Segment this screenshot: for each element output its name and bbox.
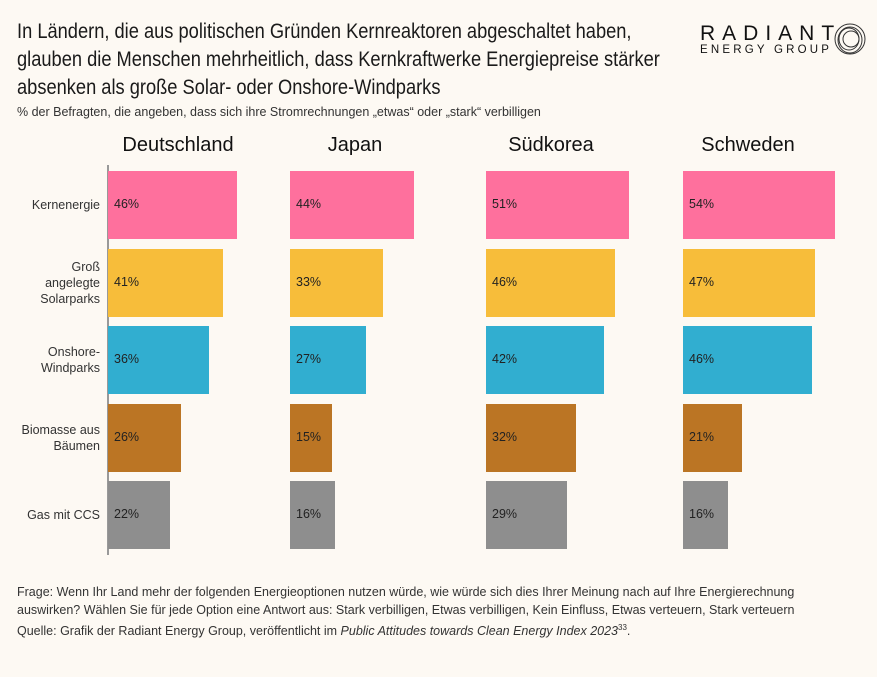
bar — [290, 171, 414, 239]
data-label: 46% — [114, 197, 140, 211]
category-label: Biomasse aus Bäumen — [21, 423, 100, 453]
data-label: 27% — [296, 352, 322, 366]
bar — [683, 326, 813, 394]
data-label: 42% — [492, 352, 518, 366]
bar — [290, 249, 383, 317]
category-label: Kernenergie — [31, 198, 100, 212]
chart-header: In Ländern, die aus politischen Gründen … — [17, 18, 697, 119]
data-label: 29% — [492, 507, 518, 521]
panel-title-deutschland: Deutschland — [122, 134, 234, 156]
data-label: 15% — [296, 430, 322, 444]
category-label: Gas mit CCS — [27, 508, 100, 522]
bar — [683, 171, 835, 239]
data-label: 54% — [689, 197, 715, 211]
data-label: 36% — [114, 352, 140, 366]
logo-line2: ENERGY GROUP — [700, 44, 833, 56]
data-label: 46% — [689, 352, 715, 366]
bar — [290, 326, 366, 394]
bar — [683, 481, 728, 549]
chart-title: In Ländern, die aus politischen Gründen … — [17, 20, 660, 99]
panel-title-schweden: Schweden — [701, 134, 795, 156]
category-label: Onshore- Windparks — [40, 345, 100, 375]
bar — [108, 326, 210, 394]
data-label: 26% — [114, 430, 140, 444]
panel-title-südkorea: Südkorea — [508, 134, 594, 156]
bar — [108, 249, 224, 317]
source-title: Public Attitudes towards Clean Energy In… — [340, 624, 619, 639]
logo-circles-icon — [834, 23, 866, 55]
data-label: 16% — [689, 507, 715, 521]
data-label: 47% — [689, 275, 715, 289]
bar — [486, 404, 576, 472]
bar — [108, 404, 182, 472]
category-label: Groß angelegte Solarparks — [40, 260, 100, 306]
footnote-source: Quelle: Grafik der Radiant Energy Group,… — [17, 619, 857, 640]
data-label: 44% — [296, 197, 322, 211]
data-label: 32% — [492, 430, 518, 444]
radiant-logo: RADIANT ENERGY GROUP — [700, 22, 866, 56]
chart-subtitle: % der Befragten, die angeben, dass sich … — [17, 105, 541, 119]
bar — [683, 249, 816, 317]
source-suffix: . — [626, 624, 631, 639]
data-label: 33% — [296, 275, 322, 289]
bar — [486, 326, 605, 394]
source-sup: 33 — [618, 623, 627, 632]
bar — [683, 404, 742, 472]
data-label: 22% — [114, 507, 140, 521]
source-prefix: Quelle: Grafik der Radiant Energy Group,… — [17, 624, 341, 639]
bar — [486, 249, 616, 317]
data-label: 21% — [689, 430, 715, 444]
bar — [290, 481, 335, 549]
bar — [108, 171, 238, 239]
footnote: Frage: Wenn Ihr Land mehr der folgenden … — [17, 583, 857, 640]
data-label: 41% — [114, 275, 140, 289]
logo-line1: RADIANT — [700, 22, 842, 45]
bar — [108, 481, 170, 549]
data-label: 16% — [296, 507, 322, 521]
bar — [290, 404, 333, 472]
data-label: 46% — [492, 275, 518, 289]
bar — [486, 171, 630, 239]
bar — [486, 481, 568, 549]
footnote-question: Frage: Wenn Ihr Land mehr der folgenden … — [17, 585, 795, 617]
panel-title-japan: Japan — [327, 134, 383, 156]
data-label: 51% — [492, 197, 518, 211]
